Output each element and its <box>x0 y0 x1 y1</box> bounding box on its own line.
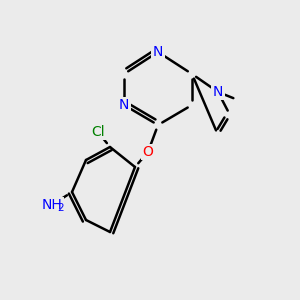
Text: Cl: Cl <box>91 125 105 139</box>
Text: N: N <box>153 45 163 59</box>
Text: NH: NH <box>42 198 62 212</box>
Text: N: N <box>119 98 129 112</box>
Text: N: N <box>213 85 223 99</box>
Text: 2: 2 <box>58 203 64 213</box>
Text: O: O <box>142 145 153 159</box>
